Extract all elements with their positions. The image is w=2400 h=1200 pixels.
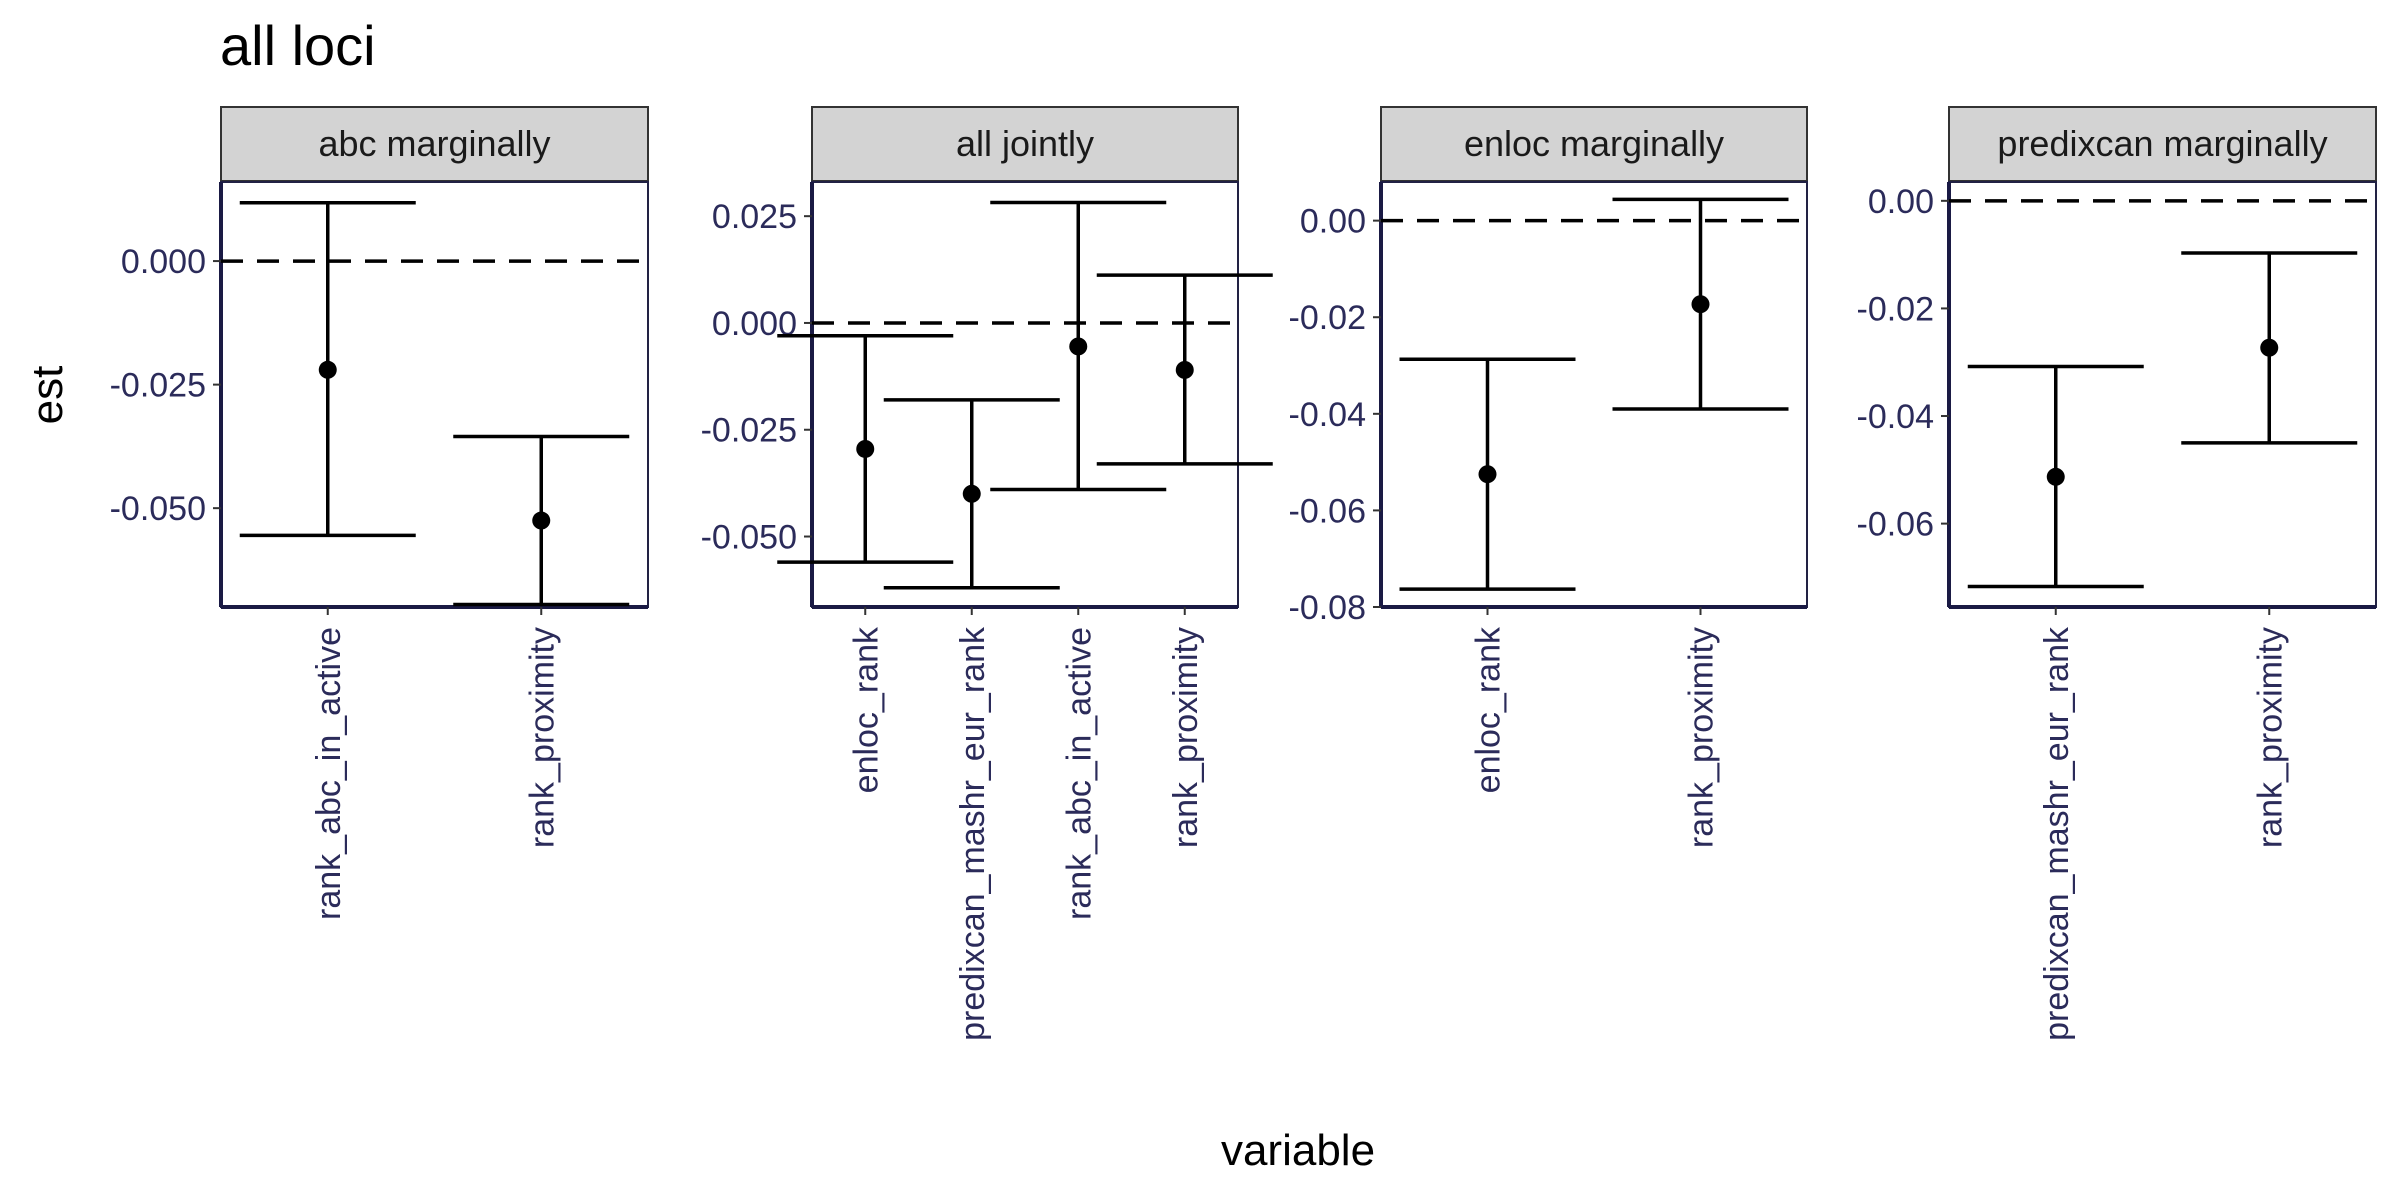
estimate-point xyxy=(1691,295,1710,314)
estimate-point xyxy=(318,360,337,379)
estimate-point xyxy=(1175,360,1194,379)
x-tick-label: rank_proximity xyxy=(523,627,561,848)
x-tick-label: enloc_rank xyxy=(1470,626,1508,793)
estimate-point xyxy=(856,439,875,458)
estimate-point xyxy=(2046,467,2065,486)
error-bar xyxy=(1967,364,2144,589)
estimate-point xyxy=(962,484,981,503)
error-bar xyxy=(2181,251,2358,445)
error-bar xyxy=(1399,357,1576,591)
panel-border xyxy=(1948,181,2377,608)
y-tick-label: -0.050 xyxy=(701,519,797,557)
error-bar xyxy=(1612,197,1789,411)
x-tick-label: rank_abc_in_active xyxy=(310,627,348,920)
estimate-point xyxy=(1069,337,1088,356)
y-tick-label: -0.06 xyxy=(1857,506,1935,544)
y-axis-title: est xyxy=(23,366,72,425)
facet-strip xyxy=(1380,106,1808,182)
estimate-point xyxy=(1478,465,1497,484)
error-bar xyxy=(453,434,630,607)
y-tick-label: -0.06 xyxy=(1289,492,1367,530)
facet-strip-label: all jointly xyxy=(956,123,1094,164)
x-tick-label: rank_proximity xyxy=(1683,627,1721,848)
facet-strip xyxy=(220,106,649,182)
facet-panel: predixcan marginally 0.00 -0.02 -0.04 -0.06 p… xyxy=(1857,106,2377,1041)
error-bar xyxy=(239,201,416,538)
x-tick-label: predixcan_mashr_eur_rank xyxy=(2038,626,2076,1041)
error-bar xyxy=(777,334,954,564)
x-tick-label: rank_proximity xyxy=(1167,627,1205,848)
y-tick-label: -0.04 xyxy=(1857,398,1935,436)
y-tick-label: -0.025 xyxy=(110,367,206,405)
panel-border xyxy=(220,181,649,608)
facet-panels: abc marginally 0.000 -0.025 -0.050 rank_abc_… xyxy=(110,106,2377,1041)
y-tick-label: -0.04 xyxy=(1289,396,1367,434)
y-tick-label: -0.025 xyxy=(701,412,797,450)
panel-border xyxy=(1380,181,1808,608)
y-tick-label: 0.025 xyxy=(712,198,797,236)
estimate-point xyxy=(2260,338,2279,357)
x-axis-title: variable xyxy=(1221,1126,1375,1175)
x-tick-label: enloc_rank xyxy=(847,626,885,793)
facet-strip-label: enloc marginally xyxy=(1464,123,1724,164)
facet-panel: enloc marginally 0.00 -0.02 -0.04 -0.06 -0.08… xyxy=(1289,106,1808,848)
y-tick-label: -0.08 xyxy=(1289,589,1367,627)
y-tick-label: 0.000 xyxy=(121,243,206,281)
x-tick-label: rank_abc_in_active xyxy=(1060,627,1098,920)
y-tick-label: -0.02 xyxy=(1857,290,1935,328)
y-tick-label: 0.00 xyxy=(1868,183,1934,221)
facet-panel: abc marginally 0.000 -0.025 -0.050 rank_abc_… xyxy=(110,106,649,920)
facet-strip-label: abc marginally xyxy=(318,123,550,164)
error-bar xyxy=(1096,273,1273,466)
x-tick-label: predixcan_mashr_eur_rank xyxy=(954,626,992,1041)
x-tick-label: rank_proximity xyxy=(2251,627,2289,848)
panel-border xyxy=(811,181,1239,608)
y-tick-label: -0.050 xyxy=(110,490,206,528)
y-tick-label: -0.02 xyxy=(1289,299,1367,337)
error-bar xyxy=(990,200,1167,492)
facet-panel: all jointly0.0250.000-0.025-0.050enloc_r… xyxy=(701,106,1273,1041)
error-bar xyxy=(883,398,1060,590)
estimate-point xyxy=(532,511,551,530)
chart-title: all loci xyxy=(220,14,376,77)
facet-strip-label: predixcan marginally xyxy=(1997,123,2327,164)
y-tick-label: 0.00 xyxy=(1300,203,1366,241)
